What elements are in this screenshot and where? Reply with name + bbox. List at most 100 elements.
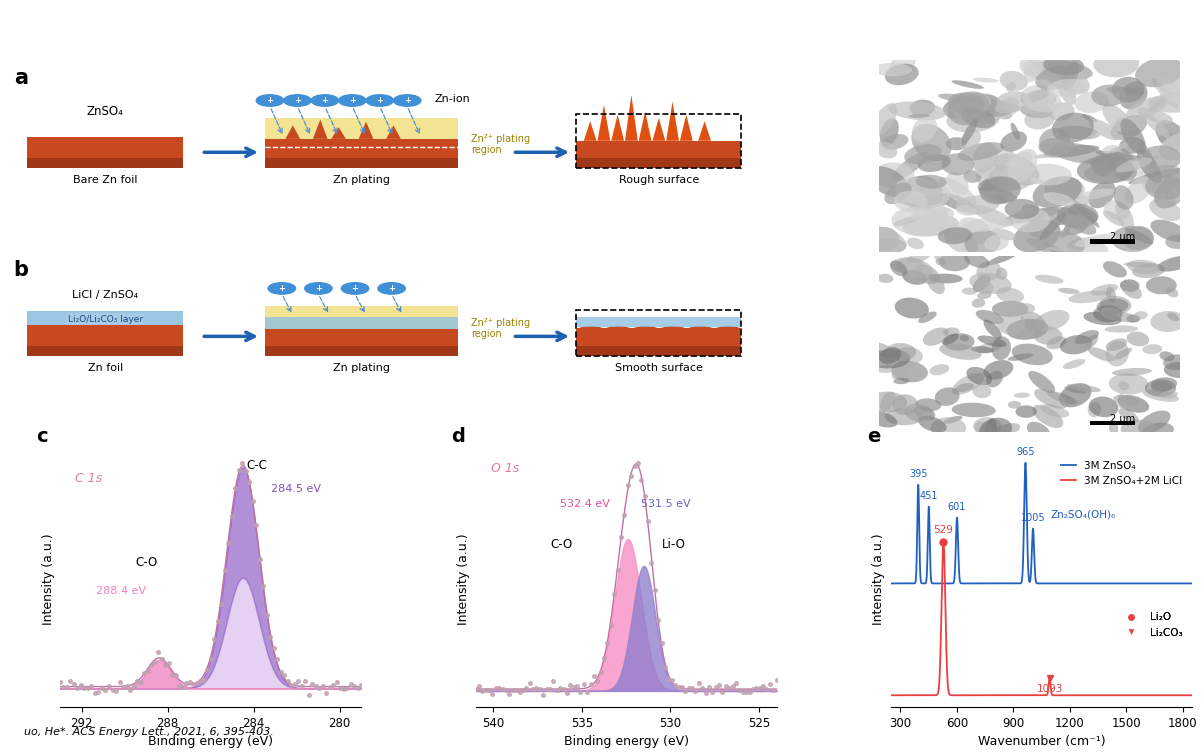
Circle shape: [305, 283, 332, 294]
Ellipse shape: [1125, 262, 1156, 268]
Ellipse shape: [1145, 379, 1176, 397]
Ellipse shape: [1008, 353, 1033, 361]
Text: 1005: 1005: [1021, 513, 1045, 523]
Ellipse shape: [1070, 196, 1091, 207]
Ellipse shape: [978, 291, 992, 299]
Text: Zn₂SO₄(OH)₆: Zn₂SO₄(OH)₆: [1051, 510, 1116, 520]
Point: [295, 675, 314, 687]
Text: 529: 529: [933, 525, 954, 535]
Ellipse shape: [1141, 165, 1184, 193]
Ellipse shape: [1165, 287, 1179, 297]
Ellipse shape: [889, 102, 946, 120]
Ellipse shape: [902, 270, 927, 285]
Ellipse shape: [1060, 335, 1092, 354]
Ellipse shape: [1167, 312, 1179, 321]
Ellipse shape: [973, 384, 991, 399]
Point: [550, 682, 569, 694]
Ellipse shape: [1021, 85, 1055, 111]
Ellipse shape: [1125, 229, 1153, 244]
Point: [96, 684, 116, 696]
Ellipse shape: [1015, 303, 1035, 314]
Ellipse shape: [1022, 89, 1062, 112]
Point: [282, 681, 301, 693]
Ellipse shape: [1117, 381, 1129, 390]
Ellipse shape: [1007, 82, 1016, 92]
Ellipse shape: [1120, 279, 1139, 292]
Text: Zn plating: Zn plating: [334, 363, 390, 373]
Ellipse shape: [992, 301, 1028, 317]
Point: [541, 683, 560, 695]
Ellipse shape: [885, 64, 919, 85]
Circle shape: [338, 95, 366, 106]
Ellipse shape: [943, 100, 967, 118]
Ellipse shape: [1008, 149, 1038, 183]
Ellipse shape: [1088, 119, 1120, 140]
Point: [567, 681, 586, 693]
Ellipse shape: [1137, 149, 1162, 183]
Ellipse shape: [1133, 311, 1147, 320]
Ellipse shape: [1116, 157, 1152, 172]
Point: [537, 683, 556, 695]
Point: [170, 680, 189, 692]
Ellipse shape: [897, 257, 933, 278]
Point: [222, 511, 241, 523]
Ellipse shape: [1063, 359, 1086, 369]
Point: [692, 681, 712, 693]
Text: e: e: [867, 427, 880, 446]
Ellipse shape: [1039, 212, 1067, 241]
Point: [324, 679, 343, 691]
Ellipse shape: [1014, 220, 1061, 253]
Ellipse shape: [992, 336, 1011, 360]
Ellipse shape: [1164, 362, 1193, 378]
Ellipse shape: [1120, 81, 1147, 109]
Point: [527, 682, 547, 694]
Ellipse shape: [974, 99, 1013, 117]
Ellipse shape: [891, 257, 925, 273]
Bar: [577, 346, 742, 356]
Text: +: +: [294, 96, 301, 105]
Text: b: b: [13, 259, 29, 280]
Text: 395: 395: [909, 469, 927, 479]
Ellipse shape: [1141, 423, 1174, 440]
Point: [317, 687, 336, 699]
Ellipse shape: [1033, 326, 1062, 344]
Ellipse shape: [1010, 208, 1050, 232]
Ellipse shape: [1084, 311, 1121, 325]
Text: 284.5 eV: 284.5 eV: [271, 484, 321, 494]
Point: [547, 684, 566, 696]
Ellipse shape: [1097, 299, 1128, 314]
Ellipse shape: [978, 335, 1007, 347]
Ellipse shape: [875, 365, 899, 373]
Ellipse shape: [962, 217, 1011, 232]
Point: [67, 682, 87, 694]
Ellipse shape: [1132, 263, 1165, 278]
Point: [166, 669, 185, 681]
Ellipse shape: [1110, 115, 1147, 140]
Point: [615, 509, 635, 521]
Point: [102, 684, 122, 696]
Ellipse shape: [1003, 208, 1060, 223]
Point: [278, 675, 297, 687]
Point: [240, 476, 259, 488]
Ellipse shape: [974, 422, 998, 442]
Polygon shape: [285, 126, 300, 139]
Point: [47, 678, 66, 690]
Ellipse shape: [879, 347, 902, 364]
Text: +: +: [278, 284, 285, 293]
Ellipse shape: [1064, 219, 1088, 235]
Ellipse shape: [979, 417, 1013, 442]
Point: [740, 686, 760, 698]
Point: [743, 684, 762, 696]
Ellipse shape: [1091, 115, 1128, 139]
Ellipse shape: [996, 287, 1025, 303]
Bar: [265, 139, 458, 168]
Ellipse shape: [1060, 228, 1070, 238]
Ellipse shape: [1114, 185, 1133, 210]
Bar: [28, 137, 183, 168]
Ellipse shape: [1023, 59, 1056, 80]
Ellipse shape: [1145, 174, 1185, 200]
Ellipse shape: [872, 63, 913, 76]
Ellipse shape: [1028, 371, 1055, 393]
Circle shape: [366, 95, 394, 106]
Ellipse shape: [867, 238, 907, 255]
